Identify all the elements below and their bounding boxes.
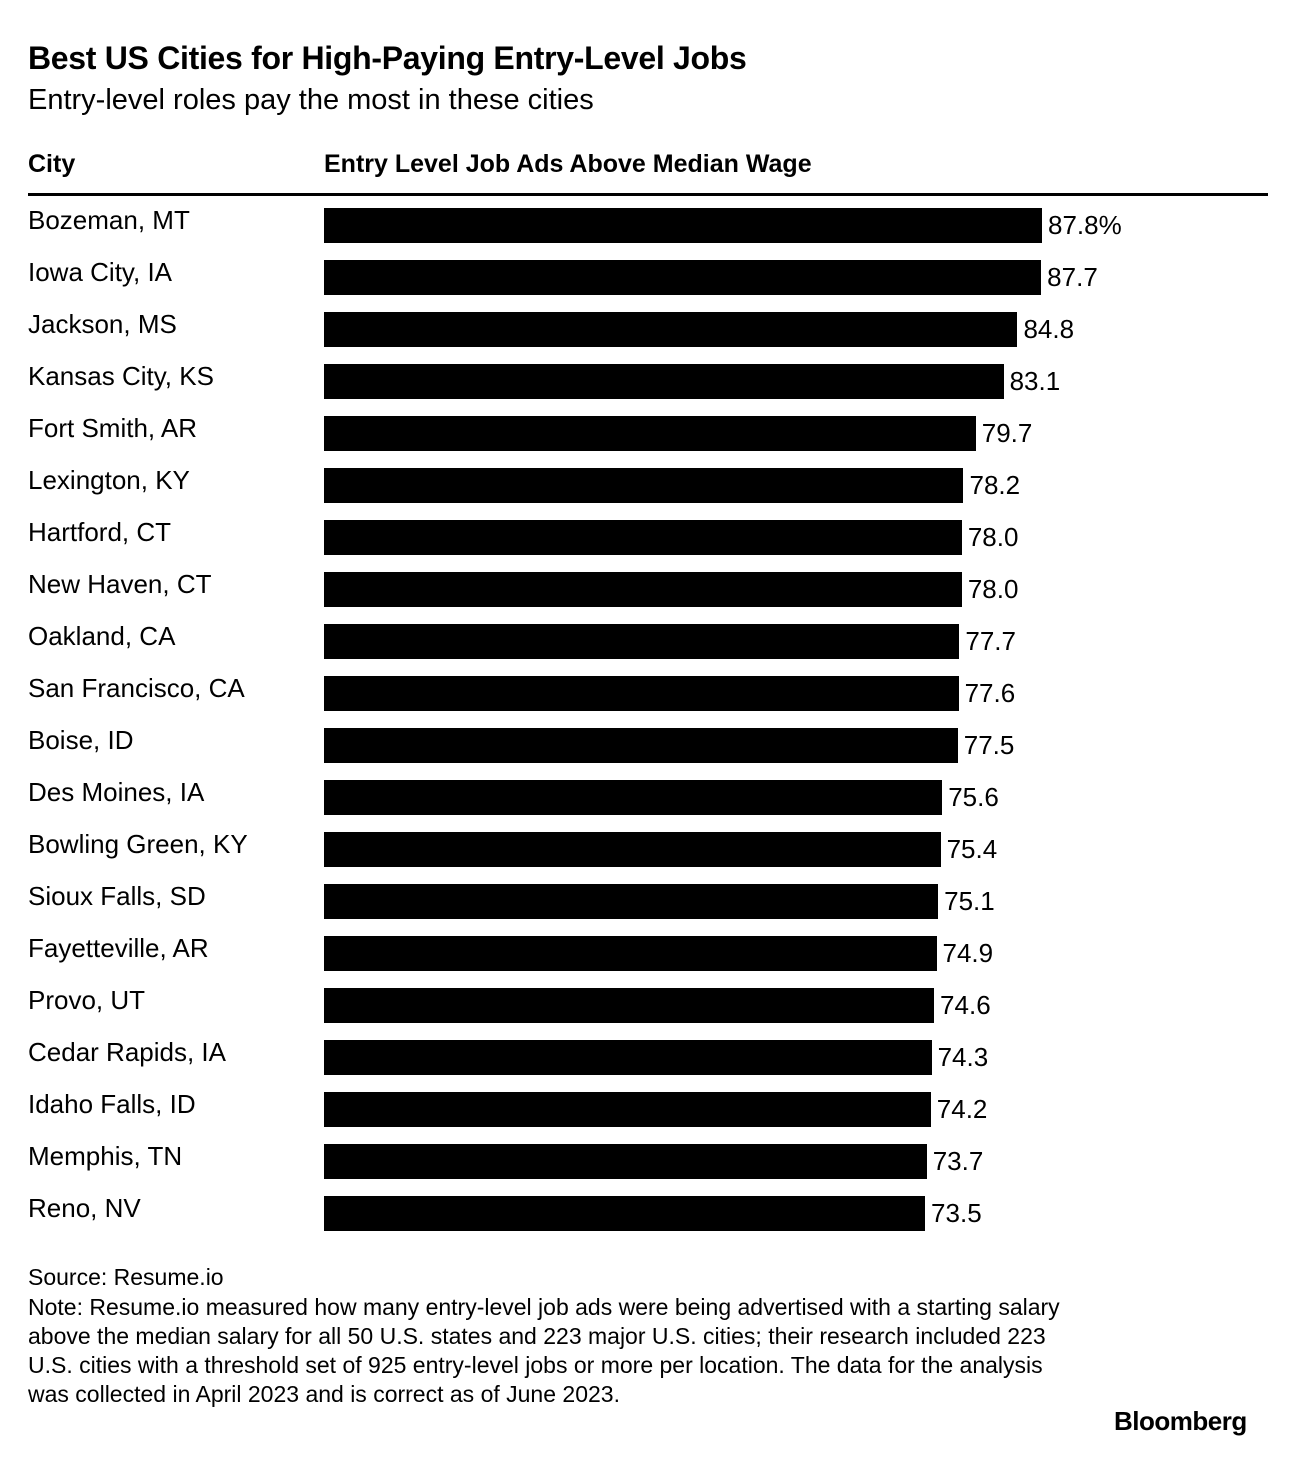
value-label: 77.7 [965, 626, 1016, 656]
value-label: 74.2 [936, 1094, 988, 1124]
city-label: Fort Smith, AR [28, 413, 198, 443]
value-label: 77.5 [963, 730, 1015, 760]
methodology-note: Note: Resume.io measured how many entry-… [28, 1294, 1060, 1407]
bloomberg-logo: Bloomberg [1114, 1406, 1247, 1436]
value-label: 87.7 [1047, 262, 1098, 292]
bar-row: Oakland, CA 77.7 [0, 616, 1296, 668]
bar [324, 260, 1042, 295]
bar [324, 1196, 926, 1231]
city-label: Fayetteville, AR [28, 933, 209, 963]
value-label: 75.4 [946, 834, 998, 864]
bar [324, 832, 941, 867]
bar-row: Fayetteville, AR 74.9 [0, 928, 1296, 980]
bar [324, 312, 1018, 347]
city-label: Memphis, TN [28, 1141, 183, 1171]
bar [324, 364, 1004, 399]
bar [324, 1040, 932, 1075]
bar [324, 1092, 931, 1127]
city-label: Hartford, CT [28, 517, 172, 547]
bar [324, 520, 962, 555]
value-label: 73.7 [932, 1146, 984, 1176]
column-header-city: City [28, 150, 76, 178]
city-label: Sioux Falls, SD [28, 881, 206, 911]
bar-row: San Francisco, CA 77.6 [0, 668, 1296, 720]
value-label: 78.2 [969, 470, 1021, 500]
bar-row: Reno, NV 73.5 [0, 1188, 1296, 1240]
bar [324, 1144, 927, 1179]
value-label: 75.1 [944, 886, 995, 916]
bar-row: Cedar Rapids, IA 74.3 [0, 1032, 1296, 1084]
bar-row: Des Moines, IA 75.6 [0, 772, 1296, 824]
bar [324, 468, 964, 503]
city-label: Idaho Falls, ID [28, 1089, 196, 1119]
bar-row: Boise, ID 77.5 [0, 720, 1296, 772]
bar-row: Bozeman, MT 87.8% [0, 200, 1296, 252]
column-header-value: Entry Level Job Ads Above Median Wage [324, 150, 812, 178]
value-label: 87.8% [1048, 210, 1122, 240]
bar-row: Iowa City, IA 87.7 [0, 252, 1296, 304]
bar [324, 728, 958, 763]
bar-chart: Bozeman, MT 87.8% Iowa City, IA 87.7 Jackson… [0, 200, 1296, 1240]
bar [324, 208, 1042, 243]
bar [324, 780, 943, 815]
bar-row: Fort Smith, AR 79.7 [0, 408, 1296, 460]
value-label: 78.0 [967, 522, 1019, 552]
value-label: 74.9 [942, 938, 994, 968]
bar-row: Bowling Green, KY 75.4 [0, 824, 1296, 876]
chart-subtitle: Entry-level roles pay the most in these … [28, 84, 594, 116]
bar [324, 988, 935, 1023]
city-label: Reno, NV [28, 1193, 141, 1223]
bar [324, 676, 959, 711]
bar-row: New Haven, CT 78.0 [0, 564, 1296, 616]
bar-row: Provo, UT 74.6 [0, 980, 1296, 1032]
value-label: 79.7 [981, 418, 1033, 448]
value-label: 75.6 [948, 782, 999, 812]
city-label: Jackson, MS [28, 309, 177, 339]
bar-row: Memphis, TN 73.7 [0, 1136, 1296, 1188]
value-label: 74.3 [937, 1042, 989, 1072]
value-label: 73.5 [931, 1198, 982, 1228]
city-label: Des Moines, IA [28, 777, 205, 807]
chart-title: Best US Cities for High-Paying Entry-Lev… [28, 40, 747, 76]
city-label: Provo, UT [28, 985, 146, 1015]
city-label: Iowa City, IA [28, 257, 173, 287]
city-label: Boise, ID [28, 725, 134, 755]
value-label: 83.1 [1009, 366, 1061, 396]
bar-row: Sioux Falls, SD 75.1 [0, 876, 1296, 928]
bar [324, 884, 939, 919]
city-label: Kansas City, KS [28, 361, 214, 391]
city-label: Lexington, KY [28, 465, 190, 495]
value-label: 84.8 [1023, 314, 1075, 344]
city-label: Cedar Rapids, IA [28, 1037, 226, 1067]
bar-row: Jackson, MS 84.8 [0, 304, 1296, 356]
city-label: Bozeman, MT [28, 205, 190, 235]
city-label: Oakland, CA [28, 621, 176, 651]
value-label: 77.6 [964, 678, 1016, 708]
value-label: 74.6 [940, 990, 991, 1020]
bar [324, 416, 976, 451]
value-label: 78.0 [967, 574, 1019, 604]
bar-row: Hartford, CT 78.0 [0, 512, 1296, 564]
bar [324, 624, 960, 659]
bar [324, 572, 962, 607]
bar [324, 936, 937, 971]
bar-row: Kansas City, KS 83.1 [0, 356, 1296, 408]
city-label: Bowling Green, KY [28, 829, 248, 859]
city-label: San Francisco, CA [28, 673, 245, 703]
bar-row: Idaho Falls, ID 74.2 [0, 1084, 1296, 1136]
bar-row: Lexington, KY 78.2 [0, 460, 1296, 512]
source-note: Source: Resume.io [28, 1264, 224, 1290]
city-label: New Haven, CT [28, 569, 212, 599]
header-divider [28, 193, 1268, 196]
